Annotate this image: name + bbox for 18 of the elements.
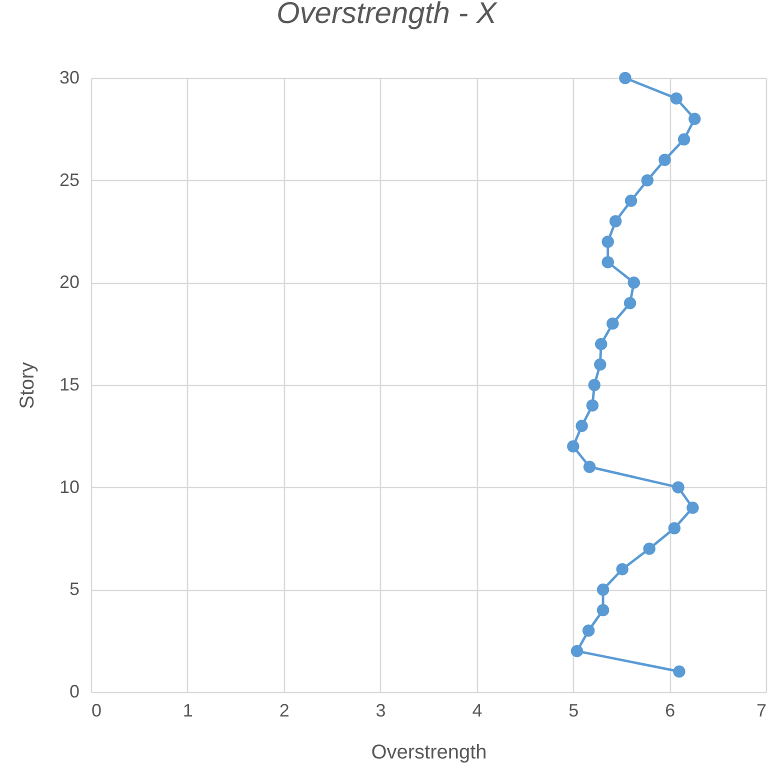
x-tick-label: 6 <box>665 700 676 720</box>
x-tick-label: 2 <box>279 700 290 720</box>
y-tick-label: 5 <box>69 579 80 600</box>
x-tick-label: 3 <box>376 700 386 720</box>
x-tick-label: 4 <box>472 700 482 720</box>
x-tick-label: 5 <box>568 700 579 720</box>
y-tick-label: 10 <box>59 476 80 497</box>
y-axis-title: Story <box>16 362 38 409</box>
x-tick-label: 1 <box>182 700 193 720</box>
x-axis-title: Overstrength <box>371 742 487 764</box>
y-tick-label: 15 <box>59 374 80 394</box>
chart-title: Overstrength - X <box>276 0 498 30</box>
y-tick-label: 0 <box>69 682 80 702</box>
y-tick-label: 20 <box>59 272 80 292</box>
x-tick-label: 7 <box>756 700 766 720</box>
y-tick-label: 30 <box>59 68 80 88</box>
y-tick-label: 25 <box>59 170 80 190</box>
x-tick-label: 0 <box>92 700 102 720</box>
